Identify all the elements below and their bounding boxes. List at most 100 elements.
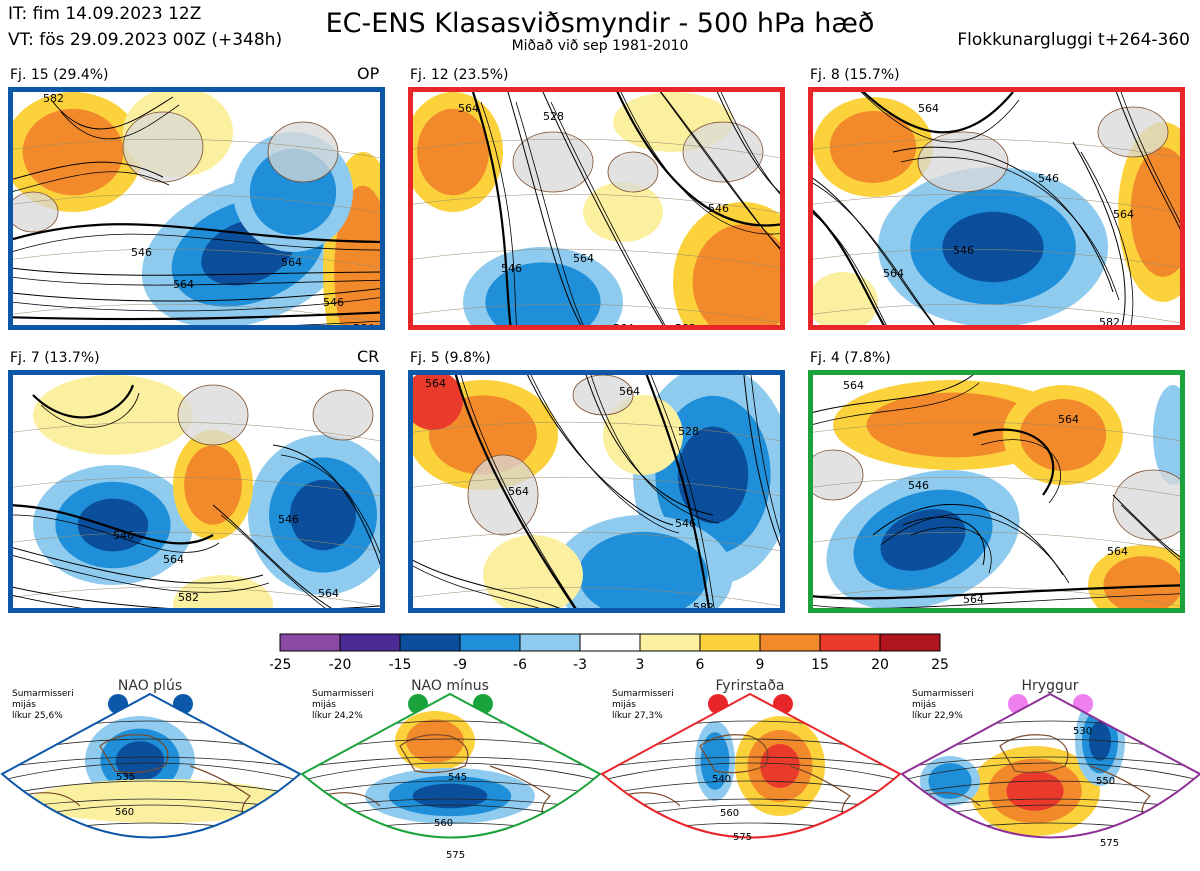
contour-label: 564 bbox=[1107, 545, 1128, 558]
page-subtitle: Miðað við sep 1981-2010 bbox=[511, 38, 689, 54]
height-contour bbox=[13, 267, 380, 276]
height-contour bbox=[515, 101, 584, 325]
height-contour bbox=[302, 762, 600, 784]
anomaly-area bbox=[184, 445, 242, 525]
height-contour bbox=[1112, 494, 1180, 558]
height-contour bbox=[471, 92, 512, 325]
height-contours bbox=[13, 96, 380, 325]
coastline bbox=[999, 734, 1069, 774]
graticule bbox=[13, 421, 380, 607]
height-contour bbox=[813, 382, 980, 425]
height-contour bbox=[13, 514, 220, 553]
colour-scale-tick: -9 bbox=[453, 657, 467, 673]
page-title: EC-ENS Klasasviðsmyndir - 500 hPa hæð bbox=[325, 8, 875, 39]
height-contour bbox=[813, 375, 974, 413]
regime-contour-label: 575 bbox=[733, 832, 752, 843]
height-contour bbox=[1080, 151, 1134, 325]
regime-period: Sumarmisseri bbox=[912, 689, 974, 699]
height-contour bbox=[602, 762, 900, 784]
graticule bbox=[413, 138, 780, 324]
height-contour bbox=[280, 454, 380, 555]
regime-probability: líkur 27,3% bbox=[612, 711, 663, 721]
graticule-line bbox=[13, 531, 380, 552]
anomaly-area bbox=[583, 182, 663, 242]
height-contour bbox=[272, 444, 380, 566]
coastline bbox=[399, 734, 469, 774]
height-contour bbox=[892, 146, 1114, 293]
colour-scale-swatch bbox=[399, 633, 461, 652]
height-contour bbox=[302, 780, 600, 798]
graticule bbox=[813, 421, 1180, 607]
contour-label: 564 bbox=[1058, 413, 1079, 426]
panel-map: 546 564 564 546 564 582 bbox=[13, 92, 380, 325]
height-contour bbox=[212, 504, 332, 608]
colour-scale-swatch bbox=[519, 633, 581, 652]
regime-outline bbox=[600, 692, 902, 839]
anomaly-area bbox=[692, 224, 780, 325]
contour-label: 546 bbox=[908, 479, 929, 492]
regime-contour-label: 540 bbox=[712, 774, 731, 785]
contour-label: 564 bbox=[173, 278, 194, 291]
land-mass bbox=[682, 121, 764, 183]
anomaly-area bbox=[417, 108, 489, 196]
colour-scale-tick: 15 bbox=[811, 657, 829, 673]
colour-scale-swatch bbox=[819, 633, 881, 652]
height-contour bbox=[872, 504, 1064, 576]
anomaly-area bbox=[700, 732, 730, 790]
colour-scale-tick: 3 bbox=[636, 657, 645, 673]
height-contour bbox=[1115, 92, 1180, 230]
contour-label: 564 bbox=[508, 485, 529, 498]
colour-scale-tick: -3 bbox=[573, 657, 587, 673]
height-contour bbox=[900, 841, 1200, 853]
anomaly-area bbox=[412, 783, 488, 809]
height-contour bbox=[13, 223, 380, 243]
contour-label: 564 bbox=[1113, 208, 1134, 221]
regime-title: NAO plús bbox=[118, 678, 182, 694]
height-contour bbox=[902, 756, 1200, 770]
height-contour bbox=[413, 565, 540, 608]
graticule-line bbox=[13, 303, 380, 324]
land-mass bbox=[1097, 106, 1169, 158]
regime-period: Sumarmisseri bbox=[12, 689, 74, 699]
graticule-line bbox=[13, 193, 380, 214]
graticule-line bbox=[813, 303, 1180, 324]
regime-contour-label: 575 bbox=[1100, 838, 1119, 849]
graticule bbox=[13, 138, 380, 324]
contour-label: 564 bbox=[425, 377, 446, 390]
height-contour bbox=[530, 375, 680, 534]
panel-map: 546 564 582 546 564 bbox=[13, 375, 380, 608]
regime-contour-label: 550 bbox=[1096, 776, 1115, 787]
anomaly-field bbox=[826, 380, 1180, 608]
graticule-line bbox=[413, 476, 780, 497]
regime-mean: mijás bbox=[312, 700, 336, 710]
graticule-line bbox=[813, 476, 1180, 497]
contour-label: 582 bbox=[693, 601, 714, 608]
panel-label: Fj. 4 (7.8%) bbox=[810, 350, 891, 366]
contour-label: 582 bbox=[43, 92, 64, 105]
colour-scale-swatch bbox=[759, 633, 821, 652]
anomaly-area bbox=[1019, 399, 1107, 471]
contour-label: 564 bbox=[281, 256, 302, 269]
height-contour bbox=[716, 92, 780, 194]
height-contour bbox=[296, 320, 380, 325]
contour-label: 582 bbox=[1099, 316, 1120, 325]
height-contour bbox=[13, 288, 380, 302]
panel-map: 564 528 546 564 564 582 bbox=[413, 375, 780, 608]
colour-scale-tick: 20 bbox=[871, 657, 889, 673]
anomaly-area bbox=[290, 479, 356, 551]
colour-scale-tick: 25 bbox=[931, 657, 949, 673]
anomaly-area bbox=[677, 426, 749, 524]
height-contour bbox=[13, 276, 380, 286]
height-contour bbox=[620, 92, 780, 235]
graticule-line bbox=[413, 138, 780, 159]
init-time: IT: fim 14.09.2023 12Z bbox=[8, 4, 202, 24]
cluster-panel-5: 564 528 546 564 564 582 bbox=[408, 370, 785, 613]
regime-period: Sumarmisseri bbox=[612, 689, 674, 699]
height-contours bbox=[13, 384, 380, 608]
land-areas bbox=[177, 384, 374, 446]
land-mass bbox=[13, 191, 59, 233]
contour-label: 564 bbox=[619, 385, 640, 398]
cluster-panel-12: 564 528 546 564 546 564 582 bbox=[408, 87, 785, 330]
